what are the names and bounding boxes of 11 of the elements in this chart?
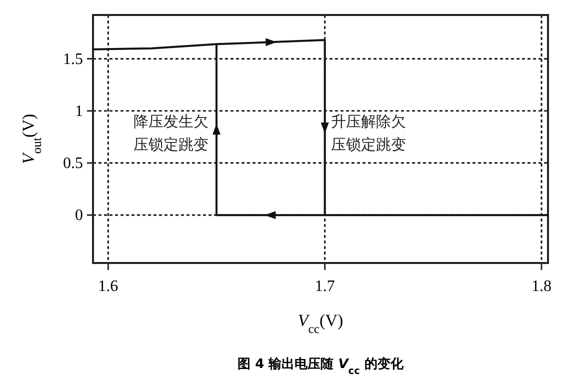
annotation: 降压发生欠压锁定跳变	[134, 112, 208, 154]
x-tick-label: 1.6	[98, 278, 118, 295]
y-tick-label: 1.5	[63, 50, 83, 68]
y-tick-label: 1	[75, 102, 83, 120]
x-axis-title: V$_{cc}$(V)	[298, 311, 344, 336]
text: 图 4 输出电压随 V$_{cc}$ 的变化	[238, 356, 404, 376]
x-tick-label: 1.8	[532, 278, 552, 295]
y-tick-label: 0	[75, 207, 83, 224]
x-tick-label: 1.7	[314, 278, 335, 295]
annotation: 升压解除欠压锁定跳变	[330, 112, 406, 154]
y-tick-label: 0.5	[63, 154, 83, 172]
